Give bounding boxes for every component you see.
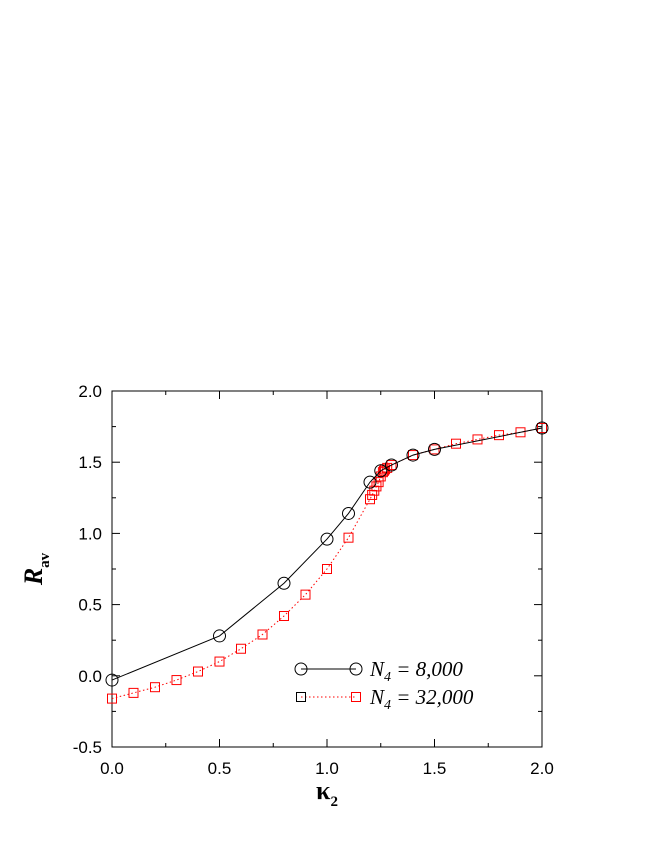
data-point [213,629,226,643]
data-point [429,444,440,455]
data-point [214,656,225,667]
legend-label-sub: 4 [384,670,391,685]
legend-label-var: N [369,657,385,681]
legend-label-var: N [369,685,385,709]
data-point [385,458,398,472]
data-point [472,434,483,445]
y-tick-labels: -0.5 0.0 0.5 1.0 1.5 2.0 [73,382,102,757]
legend-label: N4 = 32,000 [369,685,474,713]
data-point [343,532,354,543]
data-point [150,682,160,693]
x-tick-label: 1.5 [423,759,447,778]
data-point [386,460,397,471]
legend-entry: N4 = 8,000 [294,657,463,685]
data-point [236,643,246,654]
data-point [342,506,355,520]
y-tick-label: 0.0 [78,667,102,686]
legend-marker [296,692,306,702]
data-point [277,576,291,590]
legend-marker [349,662,363,676]
series-line [111,427,543,700]
data-point [363,475,377,489]
y-tick-label: 2.0 [78,382,102,401]
legend-label-value: = 32,000 [391,685,474,709]
y-axis-label-main: R [19,568,48,586]
legend-label-value: = 8,000 [391,657,463,681]
data-point [128,687,139,698]
x-tick-labels: 0.0 0.5 1.0 1.5 2.0 [100,759,554,778]
series-line [111,427,543,681]
legend-label: N4 = 8,000 [369,657,463,685]
data-point [535,421,549,435]
data-point [451,438,461,449]
x-axis-label-main: κ [316,776,331,805]
legend-label-sub: 4 [384,698,391,713]
legend-marker [294,662,308,676]
data-point [171,675,182,686]
y-tick-label: 1.5 [78,453,102,472]
data-point [515,427,526,438]
data-point [406,448,420,462]
x-tick-label: 2.0 [530,759,554,778]
data-point [373,477,384,488]
series-square [107,423,547,704]
series-layer [105,421,549,704]
y-tick-label: 1.0 [78,524,102,543]
axis-ticks [111,390,543,748]
legend-marker [351,692,361,702]
data-point [320,532,334,546]
data-point [279,610,289,621]
data-point [257,629,268,640]
x-axis-label-sub: 2 [330,794,338,810]
y-tick-label: 0.5 [78,596,102,615]
x-tick-label: 0.0 [100,759,124,778]
x-tick-label: 0.5 [208,759,232,778]
data-point [105,673,119,687]
data-point [322,564,332,574]
data-point [494,430,504,441]
data-point [193,666,203,677]
x-axis-label: κ2 [316,776,338,810]
data-point [537,423,547,434]
data-point [107,693,117,704]
y-tick-label: -0.5 [73,738,102,757]
data-point [428,442,441,456]
data-point [374,464,388,478]
x-tick-label: 1.0 [315,759,339,778]
y-axis-label: Rav [19,552,53,586]
data-point [300,589,311,600]
data-point [408,450,418,461]
y-axis-label-sub: av [37,552,53,568]
series-circle [105,421,549,687]
legend-entry: N4 = 32,000 [296,685,474,713]
